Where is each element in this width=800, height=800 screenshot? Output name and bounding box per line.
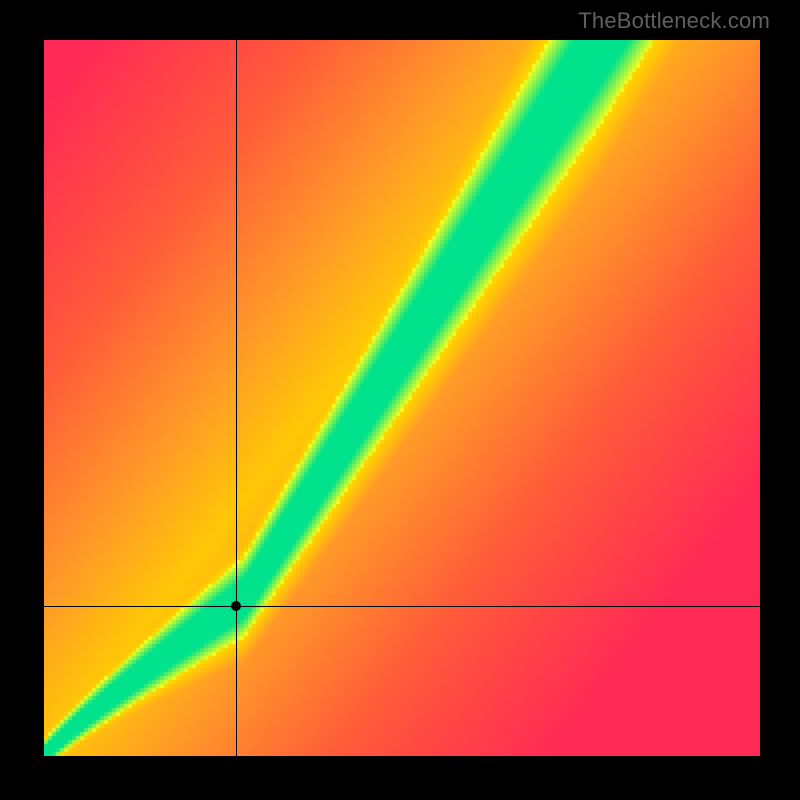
marker-dot <box>231 601 241 611</box>
watermark-text: TheBottleneck.com <box>578 8 770 34</box>
heatmap-canvas <box>44 40 760 756</box>
heatmap-plot <box>44 40 760 756</box>
crosshair-vertical <box>236 40 237 756</box>
crosshair-horizontal <box>44 606 760 607</box>
